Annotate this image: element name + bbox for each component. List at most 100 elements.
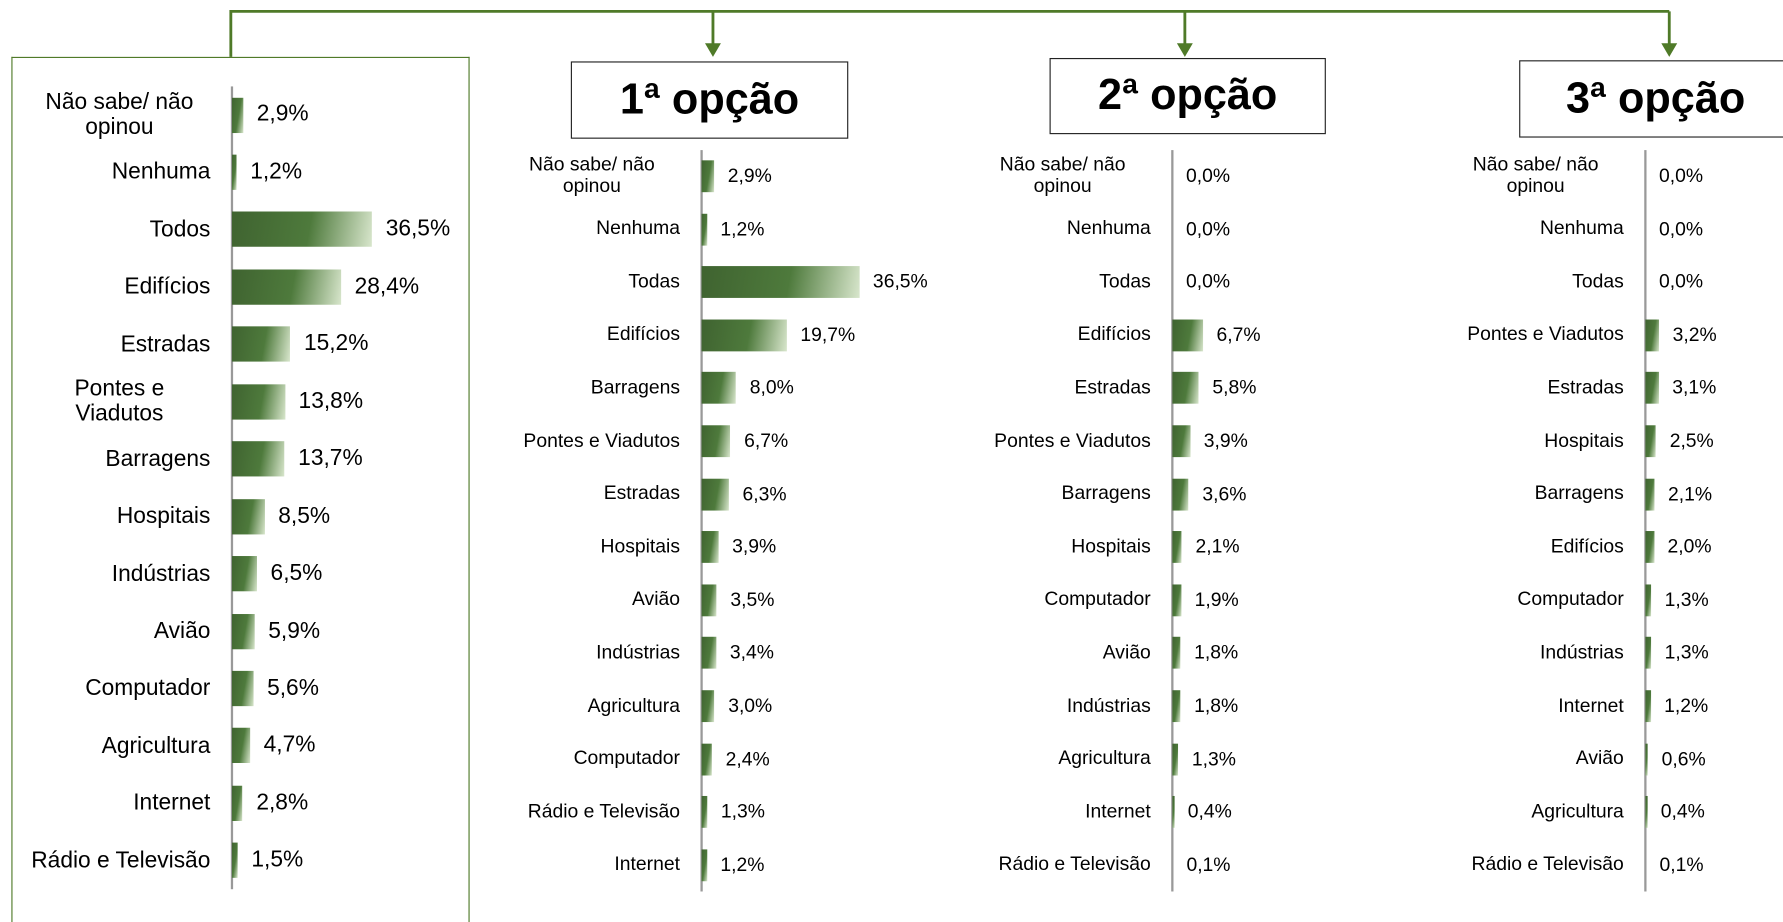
axis-line bbox=[700, 150, 702, 892]
category-label: Agricultura bbox=[901, 733, 1151, 786]
bar bbox=[1172, 584, 1181, 616]
bar bbox=[1172, 531, 1182, 563]
category-text: Indústrias bbox=[1540, 643, 1624, 664]
bar bbox=[1172, 478, 1188, 510]
bar bbox=[702, 743, 712, 775]
category-label: Indústrias bbox=[1374, 627, 1624, 680]
category-text: Todos bbox=[150, 217, 211, 242]
bar bbox=[232, 327, 290, 362]
value-label: 3,2% bbox=[1673, 309, 1717, 362]
bar bbox=[1645, 796, 1647, 828]
category-text: Barragens bbox=[591, 378, 680, 399]
category-text: Rádio e Televisão bbox=[528, 801, 680, 822]
value-label: 1,3% bbox=[1665, 574, 1709, 627]
category-text: Não sabe/ não opinou bbox=[974, 155, 1150, 197]
category-label: Edifícios bbox=[0, 258, 210, 315]
category-label: Agricultura bbox=[1374, 786, 1624, 839]
value-label: 3,6% bbox=[1202, 468, 1246, 521]
category-label: Avião bbox=[0, 602, 210, 659]
value-label: 2,1% bbox=[1668, 468, 1712, 521]
value-label: 4,7% bbox=[264, 717, 316, 774]
category-label: Indústrias bbox=[901, 680, 1151, 733]
value-label: 0,0% bbox=[1659, 203, 1703, 256]
bar bbox=[702, 160, 715, 192]
category-label: Pontes e Viadutos bbox=[430, 415, 680, 468]
bar bbox=[1645, 372, 1658, 404]
value-label: 3,1% bbox=[1672, 362, 1716, 415]
value-label: 2,1% bbox=[1196, 521, 1240, 574]
category-label: Edifícios bbox=[430, 309, 680, 362]
category-label: Rádio e Televisão bbox=[430, 786, 680, 839]
value-label: 6,5% bbox=[271, 545, 323, 602]
category-text: Avião bbox=[1576, 748, 1624, 769]
category-label: Computador bbox=[1374, 574, 1624, 627]
category-label: Nenhuma bbox=[1374, 203, 1624, 256]
value-label: 1,3% bbox=[1192, 733, 1236, 786]
category-text: Indústrias bbox=[1067, 695, 1151, 716]
axis-line bbox=[1644, 150, 1646, 892]
category-label: Estradas bbox=[1374, 362, 1624, 415]
category-label: Pontes e Viadutos bbox=[0, 373, 210, 430]
value-label: 1,5% bbox=[251, 832, 303, 889]
bar bbox=[232, 441, 285, 476]
bar bbox=[232, 384, 285, 419]
bar bbox=[1172, 796, 1174, 828]
value-label: 13,8% bbox=[299, 373, 363, 430]
bar bbox=[232, 97, 243, 132]
value-label: 1,9% bbox=[1195, 574, 1239, 627]
bar bbox=[1645, 319, 1659, 351]
chart-title: 1ª opção bbox=[571, 61, 848, 138]
bar bbox=[1645, 743, 1648, 775]
category-text: Todas bbox=[1572, 272, 1624, 293]
category-text: Hospitais bbox=[600, 537, 680, 558]
value-label: 0,0% bbox=[1186, 150, 1230, 203]
bar bbox=[702, 319, 787, 351]
value-label: 6,3% bbox=[742, 468, 786, 521]
category-label: Agricultura bbox=[430, 680, 680, 733]
category-text: Pontes e Viadutos bbox=[28, 377, 210, 427]
category-text: Todas bbox=[1099, 272, 1151, 293]
category-text: Avião bbox=[154, 619, 210, 644]
category-label: Indústrias bbox=[0, 545, 210, 602]
category-label: Hospitais bbox=[430, 521, 680, 574]
category-text: Indústrias bbox=[112, 561, 211, 586]
value-label: 1,2% bbox=[1664, 680, 1708, 733]
value-label: 3,0% bbox=[728, 680, 772, 733]
category-text: Hospitais bbox=[1071, 537, 1151, 558]
bar bbox=[1645, 531, 1654, 563]
category-label: Todas bbox=[901, 256, 1151, 309]
bar bbox=[232, 728, 250, 763]
category-text: Rádio e Televisão bbox=[1472, 854, 1624, 875]
value-label: 8,0% bbox=[750, 362, 794, 415]
bar bbox=[232, 212, 372, 247]
axis-line bbox=[1171, 150, 1173, 892]
category-label: Computador bbox=[901, 574, 1151, 627]
category-label: Rádio e Televisão bbox=[901, 839, 1151, 892]
category-text: Edifícios bbox=[124, 274, 210, 299]
category-text: Pontes e Viadutos bbox=[994, 431, 1151, 452]
category-text: Avião bbox=[1103, 643, 1151, 664]
category-label: Estradas bbox=[901, 362, 1151, 415]
category-label: Rádio e Televisão bbox=[1374, 839, 1624, 892]
bar bbox=[232, 843, 238, 878]
bar bbox=[232, 155, 237, 190]
value-label: 5,6% bbox=[267, 660, 319, 717]
bar bbox=[702, 584, 717, 616]
category-label: Não sabe/ não opinou bbox=[0, 86, 210, 143]
value-label: 3,5% bbox=[730, 574, 774, 627]
category-text: Internet bbox=[133, 791, 210, 816]
chart-title: 3ª opção bbox=[1519, 60, 1783, 137]
category-text: Barragens bbox=[105, 447, 210, 472]
bar bbox=[1645, 425, 1656, 457]
bar bbox=[702, 796, 708, 828]
bar bbox=[1172, 690, 1180, 722]
stage: 1ª opção 2ª opção 3ª opção Não sabe/ não… bbox=[0, 0, 1783, 891]
category-label: Internet bbox=[0, 775, 210, 832]
category-text: Barragens bbox=[1062, 484, 1151, 505]
category-label: Computador bbox=[430, 733, 680, 786]
category-text: Computador bbox=[1044, 590, 1150, 611]
value-label: 3,4% bbox=[730, 627, 774, 680]
category-label: Internet bbox=[1374, 680, 1624, 733]
category-text: Nenhuma bbox=[596, 219, 680, 240]
bar bbox=[702, 637, 717, 669]
